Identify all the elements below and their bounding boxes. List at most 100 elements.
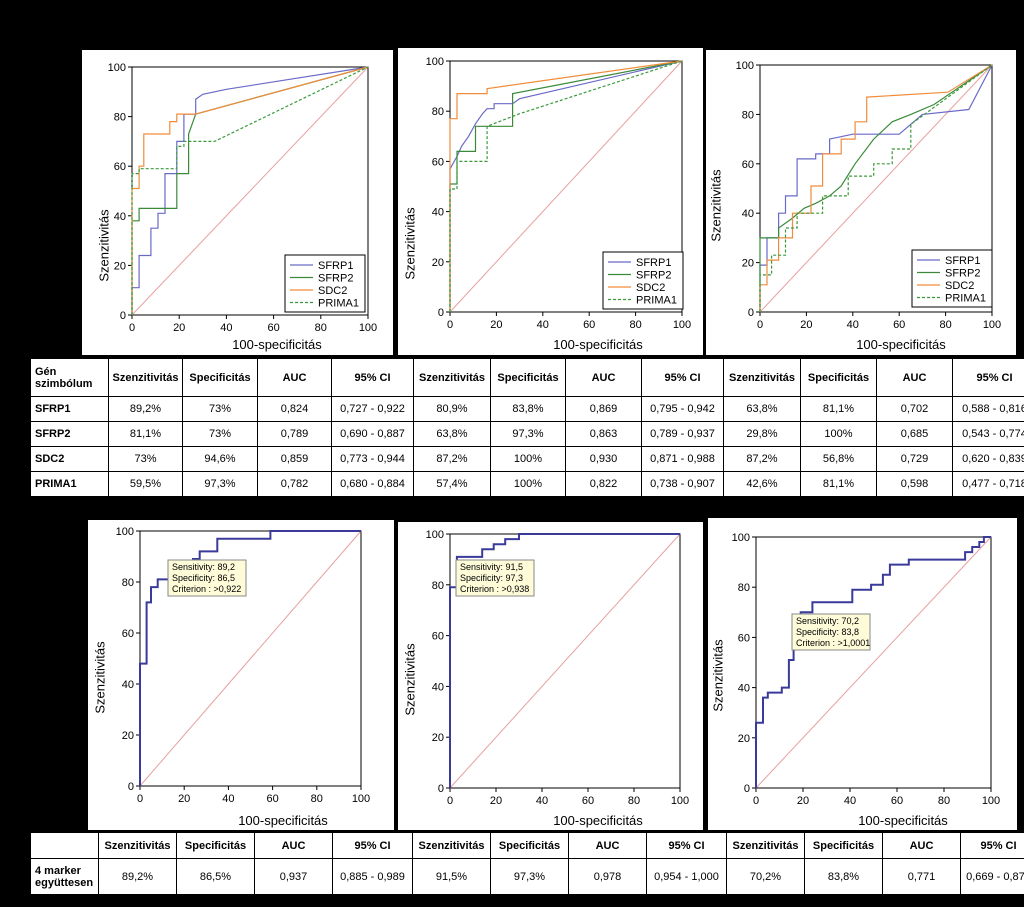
- column-header: AUC: [565, 358, 642, 397]
- roc-panel-4: 0 20 40 60 80 100 0 20 40 60 80 100 Sensitivity: 89,…: [88, 520, 394, 830]
- table-cell: 100%: [800, 421, 877, 447]
- table-cell: 63,8%: [413, 421, 491, 447]
- x-tick-label: 20: [490, 319, 502, 331]
- y-tick-label: 100: [732, 532, 750, 544]
- x-axis-label: 100-specificitás: [553, 337, 643, 352]
- row-label: SFRP2: [30, 421, 109, 447]
- y-tick-label: 80: [432, 106, 444, 118]
- legend-label: PRIMA1: [636, 295, 677, 307]
- column-header: 95% CI: [960, 832, 1024, 859]
- series-line-prima1: [131, 66, 369, 315]
- table-cell: 0,978: [568, 858, 647, 895]
- x-axis-label: 100-specificitás: [858, 813, 948, 828]
- table-cell: 0,885 - 0,989: [332, 858, 413, 895]
- table-cell: 0,789: [257, 421, 332, 447]
- reference-diagonal: [449, 60, 683, 313]
- column-header: Szenzitivitás: [726, 832, 805, 859]
- legend-label: SFRP1: [945, 255, 980, 267]
- y-tick-label: 20: [432, 732, 444, 744]
- y-tick-label: 20: [432, 257, 444, 269]
- column-header: Szenzitivitás: [413, 358, 491, 397]
- x-tick-label: 60: [583, 319, 595, 331]
- table-cell: 73%: [108, 446, 183, 472]
- y-tick-label: 100: [736, 60, 754, 72]
- row-label: SFRP1: [30, 396, 109, 422]
- x-tick-label: 100: [983, 319, 1001, 331]
- y-tick-label: 100: [116, 526, 134, 538]
- series-line-sdc2: [759, 64, 993, 312]
- legend-label: PRIMA1: [945, 293, 986, 305]
- table-cell: 100%: [490, 471, 566, 497]
- table-cell: 0,620 - 0,839: [952, 446, 1024, 472]
- column-header: Szenzitivitás: [412, 832, 491, 859]
- x-tick-label: 0: [129, 322, 135, 334]
- series-line-combined: [755, 536, 991, 788]
- column-header: 95% CI: [952, 358, 1024, 397]
- series-line-prima1: [449, 60, 683, 312]
- column-header: Specificitás: [490, 832, 569, 859]
- legend-label: SFRP1: [636, 257, 671, 269]
- table-cell: 97,3%: [490, 421, 566, 447]
- roc-panel-1: 0 20 40 60 80 100 0 20 40 60 80 100 SFRP1 SFRP2 SDC2 PR…: [82, 50, 393, 355]
- x-tick-label: 80: [629, 319, 641, 331]
- column-header: Specificitás: [490, 358, 566, 397]
- table-cell: 0,685: [876, 421, 953, 447]
- x-tick-label: 80: [315, 322, 327, 334]
- table-cell: 97,3%: [490, 858, 569, 895]
- x-axis-label: 100-specificitás: [553, 813, 643, 828]
- x-tick-label: 60: [891, 795, 903, 807]
- annotation-line: Sensitivity: 89,2: [172, 562, 235, 572]
- table-cell: 97,3%: [182, 471, 258, 497]
- series-line-sfrp1: [131, 66, 369, 315]
- x-tick-label: 20: [797, 795, 809, 807]
- annotation-line: Specificity: 86,5: [172, 573, 235, 583]
- column-header: Specificitás: [176, 832, 255, 859]
- x-tick-label: 40: [222, 793, 234, 805]
- table-cell: 0,477 - 0,718: [952, 471, 1024, 497]
- series-line-prima1: [759, 64, 993, 312]
- x-tick-label: 100: [352, 793, 370, 805]
- table-cell: 59,5%: [108, 471, 183, 497]
- table-cell: 42,6%: [723, 471, 801, 497]
- roc-panel-3: 0 20 40 60 80 100 0 20 40 60 80 100 SFRP1 SFRP2 SDC2 PR…: [706, 50, 1016, 355]
- y-tick-label: 20: [122, 730, 134, 742]
- roc-panel-6: 0 20 40 60 80 100 0 20 40 60 80 100 Sensitivity: 70,…: [708, 518, 1017, 830]
- table-cell: 0,930: [565, 446, 642, 472]
- table-row: SDC2 73% 94,6% 0,859 0,773 - 0,944 87,2% 100% 0…: [30, 446, 1024, 472]
- table-cell: 0,702: [876, 396, 953, 422]
- annotation-line: Specificity: 97,3: [460, 573, 523, 583]
- legend-label: SDC2: [945, 280, 974, 292]
- y-tick-label: 60: [738, 632, 750, 644]
- y-tick-label: 0: [748, 307, 754, 319]
- table-cell: 0,598: [876, 471, 953, 497]
- y-tick-label: 0: [120, 310, 126, 322]
- y-axis-label: Szenzitivitás: [96, 209, 112, 282]
- table-cell: 83,8%: [490, 396, 566, 422]
- column-header: AUC: [882, 832, 961, 859]
- roc-chart-5: 0 20 40 60 80 100 0 20 40 60 80 100 Sensitivity: 91,…: [426, 529, 690, 807]
- table-cell: 0,937: [254, 858, 333, 895]
- y-tick-label: 80: [122, 577, 134, 589]
- reference-diagonal: [131, 66, 369, 316]
- row-label-line: együttesen: [35, 876, 94, 889]
- x-tick-label: 60: [266, 793, 278, 805]
- table-cell: 0,669 - 0,873: [960, 858, 1024, 895]
- roc-chart-1: 0 20 40 60 80 100 0 20 40 60 80 100 SFRP1SFRP2SDC2PR…: [108, 62, 378, 334]
- roc-chart-2: 0 20 40 60 80 100 0 20 40 60 80 100 SFRP1SFRP2SDC2PR…: [426, 56, 692, 331]
- column-header: 95% CI: [646, 832, 727, 859]
- table-row: 4 marker együttesen 89,2% 86,5% 0,937 0,885 -…: [30, 858, 1024, 895]
- y-tick-label: 60: [432, 156, 444, 168]
- x-tick-label: 80: [939, 319, 951, 331]
- y-tick-label: 20: [738, 733, 750, 745]
- legend-label: SFRP2: [318, 273, 353, 285]
- legend-label: SDC2: [318, 285, 347, 297]
- roc-chart-6: 0 20 40 60 80 100 0 20 40 60 80 100 Sensitivity: 70,…: [732, 532, 1001, 807]
- table-cell: 0,773 - 0,944: [331, 446, 414, 472]
- table-cell: 0,588 - 0,816: [952, 396, 1024, 422]
- reference-diagonal: [755, 536, 992, 789]
- legend-label: SFRP1: [318, 260, 353, 272]
- column-header: Szenzitivitás: [108, 358, 183, 397]
